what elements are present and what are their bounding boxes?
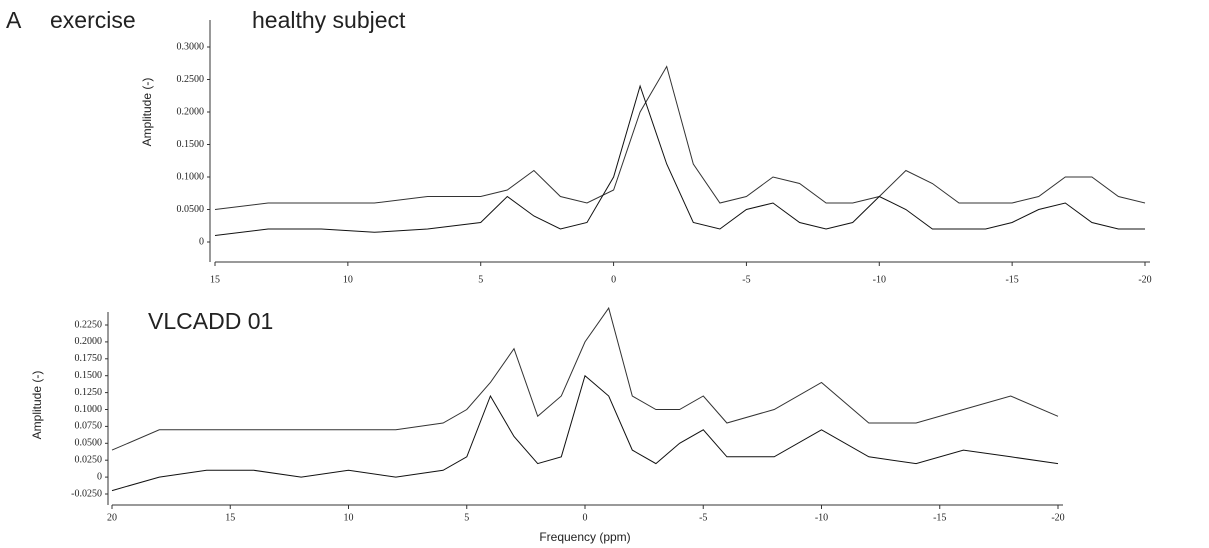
y-tick-label: 0.1000 <box>75 404 103 415</box>
x-tick-label: -15 <box>1005 274 1018 285</box>
x-tick-label: 0 <box>611 274 616 285</box>
x-axis-label: Frequency (ppm) <box>539 530 630 544</box>
y-tick-label: 0.1500 <box>177 139 205 150</box>
x-tick-label: 15 <box>210 274 220 285</box>
spectrum-line <box>111 374 1059 492</box>
x-tick-label: -15 <box>933 512 946 523</box>
x-tick-label: 10 <box>343 274 353 285</box>
x-tick-label: 5 <box>464 512 469 523</box>
x-tick-label: -5 <box>699 512 707 523</box>
chart-title: healthy subject <box>252 7 406 33</box>
y-axis-label: Amplitude (-) <box>30 371 44 440</box>
y-tick-label: 0.3000 <box>177 41 205 52</box>
x-tick-label: -10 <box>815 512 828 523</box>
x-tick-label: 20 <box>107 512 117 523</box>
x-tick-label: -20 <box>1138 274 1151 285</box>
y-tick-label: 0.2500 <box>177 74 205 85</box>
y-tick-label: 0.2250 <box>75 319 103 330</box>
x-tick-label: -10 <box>873 274 886 285</box>
y-tick-label: 0.0750 <box>75 421 103 432</box>
y-tick-label: -0.0250 <box>71 488 102 499</box>
y-tick-label: 0.1000 <box>177 171 205 182</box>
y-tick-label: 0 <box>199 236 204 247</box>
condition-label: exercise <box>50 7 136 33</box>
x-tick-label: 15 <box>225 512 235 523</box>
spectrum-line <box>214 65 1146 210</box>
y-tick-label: 0.1250 <box>75 387 103 398</box>
x-tick-label: 0 <box>583 512 588 523</box>
x-tick-label: 10 <box>344 512 354 523</box>
spectrum-line <box>111 306 1059 451</box>
y-tick-label: 0.0500 <box>75 438 103 449</box>
y-axis-label: Amplitude (-) <box>140 78 154 147</box>
x-tick-label: -20 <box>1051 512 1064 523</box>
y-tick-label: 0.0250 <box>75 454 103 465</box>
y-tick-label: 0.0500 <box>177 204 205 215</box>
y-tick-label: 0.1500 <box>75 370 103 381</box>
spectrum-line <box>214 84 1145 236</box>
y-tick-label: 0 <box>97 471 102 482</box>
y-tick-label: 0.2000 <box>75 336 103 347</box>
x-tick-label: 5 <box>478 274 483 285</box>
panel-label: A <box>6 7 22 33</box>
x-tick-label: -5 <box>742 274 750 285</box>
chart-title: VLCADD 01 <box>148 308 273 334</box>
y-tick-label: 0.1750 <box>75 353 103 364</box>
y-tick-label: 0.2000 <box>177 106 205 117</box>
